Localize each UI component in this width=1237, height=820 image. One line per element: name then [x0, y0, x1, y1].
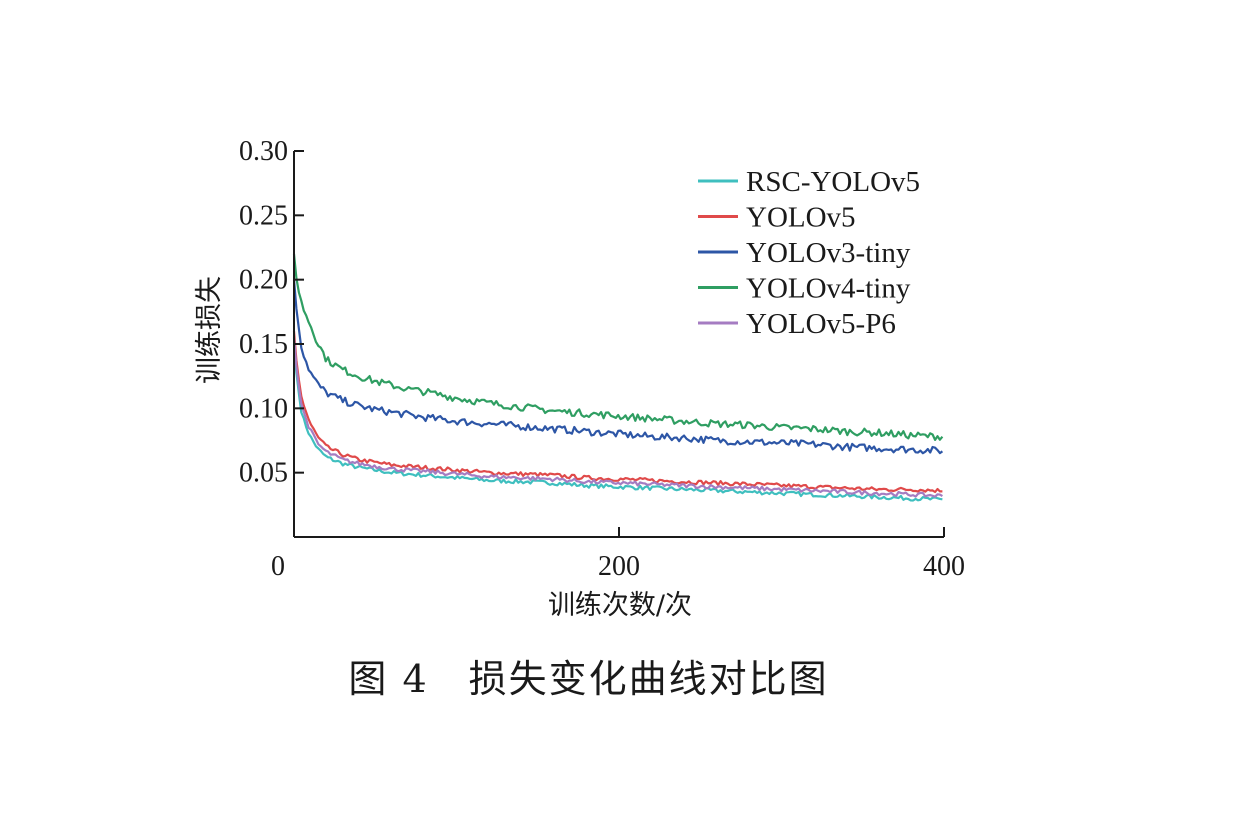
series-layer — [292, 253, 944, 502]
tick-labels: 0.05 0.10 0.15 0.20 0.25 0.30 0 200 400 — [239, 136, 965, 582]
series-line-3 — [292, 279, 944, 455]
legend-label: YOLOv5 — [746, 202, 856, 234]
legend-label: YOLOv3-tiny — [746, 237, 911, 269]
y-axis-title: 训练损失 — [194, 276, 225, 384]
y-tick-label: 0.10 — [239, 393, 288, 424]
y-tick-label: 0.25 — [239, 200, 288, 231]
x-tick-label: 400 — [923, 551, 965, 582]
x-axis-title: 训练次数/次 — [548, 590, 692, 621]
legend-label: YOLOv5-P6 — [746, 308, 896, 340]
series-line-1 — [292, 343, 943, 502]
x-tick-label: 0 — [271, 551, 285, 582]
y-tick-label: 0.20 — [239, 265, 288, 296]
series-line-5 — [292, 337, 943, 498]
series-line-4 — [292, 253, 944, 441]
y-tick-label: 0.05 — [239, 458, 288, 489]
legend-label: YOLOv4-tiny — [746, 273, 911, 305]
series-line-2 — [292, 331, 943, 494]
axes — [293, 150, 945, 538]
legend-label: RSC-YOLOv5 — [746, 166, 920, 198]
x-tick-label: 200 — [598, 551, 640, 582]
y-tick-label: 0.30 — [239, 136, 288, 167]
figure-caption: 图 4 损失变化曲线对比图 — [348, 657, 829, 701]
y-tick-label: 0.15 — [239, 329, 288, 360]
